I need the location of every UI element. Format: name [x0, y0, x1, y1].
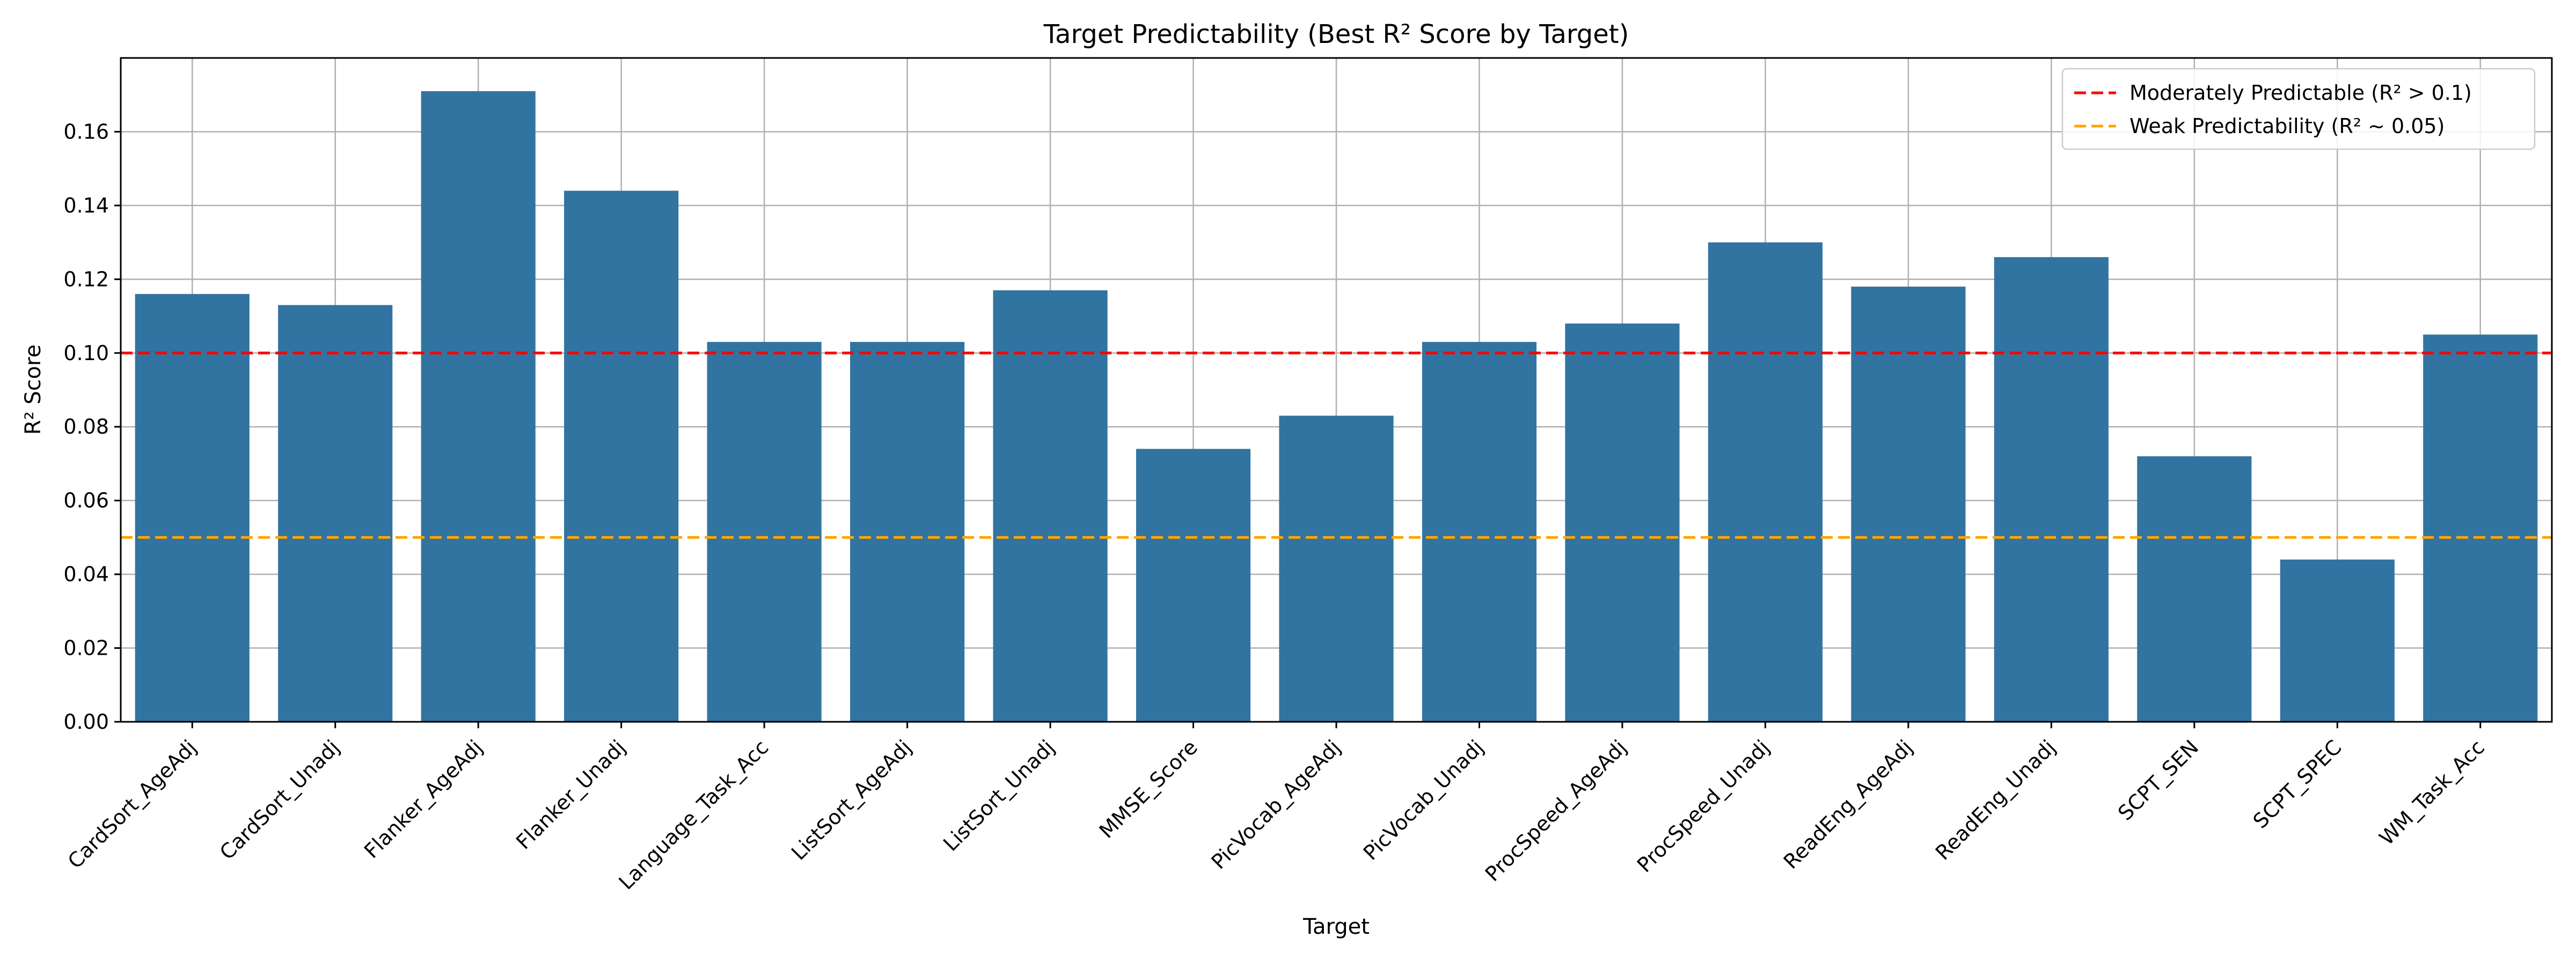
- x-tick-label: ReadEng_AgeAdj: [1779, 735, 1918, 874]
- bar-WM_Task_Acc: [2423, 334, 2538, 722]
- bar-ListSort_Unadj: [993, 290, 1108, 722]
- x-axis-ticks: CardSort_AgeAdj CardSort_Unadj Flanker_Age…: [63, 722, 2489, 894]
- bar-PicVocab_Unadj: [1422, 342, 1537, 722]
- bar-Flanker_Unadj: [564, 191, 679, 722]
- bar-Language_Task_Acc: [707, 342, 822, 722]
- bar-SCPT_SEN: [2137, 456, 2252, 722]
- y-tick-label: 0.12: [63, 267, 109, 291]
- reference-lines: [121, 352, 2552, 539]
- x-axis-label: Target: [1302, 914, 1370, 939]
- chart-title: Target Predictability (Best R² Score by …: [1043, 19, 1629, 49]
- y-tick-label: 0.00: [63, 710, 109, 734]
- y-axis-ticks: 0.00 0.02 0.04 0.06 0.08 0.10 0.12 0.14 0.16: [63, 120, 121, 734]
- x-tick-label: SCPT_SEN: [2113, 735, 2203, 825]
- y-tick-label: 0.04: [63, 562, 109, 586]
- bar-ReadEng_AgeAdj: [1851, 287, 1966, 722]
- legend-label: Moderately Predictable (R² > 0.1): [2129, 81, 2472, 105]
- bars: [135, 91, 2538, 722]
- x-tick-label: ListSort_AgeAdj: [787, 735, 916, 865]
- x-tick-label: MMSE_Score: [1095, 735, 1202, 843]
- x-tick-label: Flanker_AgeAdj: [360, 735, 487, 863]
- bar-PicVocab_AgeAdj: [1279, 415, 1394, 722]
- bar-ListSort_AgeAdj: [850, 342, 965, 722]
- y-tick-label: 0.14: [63, 194, 109, 217]
- bar-Flanker_AgeAdj: [421, 91, 536, 722]
- x-tick-label: Language_Task_Acc: [614, 735, 773, 894]
- bar-ProcSpeed_AgeAdj: [1565, 323, 1680, 722]
- y-axis-label: R² Score: [21, 345, 46, 435]
- y-tick-label: 0.16: [63, 120, 109, 143]
- y-tick-label: 0.02: [63, 636, 109, 660]
- legend-label: Weak Predictability (R² ~ 0.05): [2129, 114, 2445, 138]
- x-tick-label: WM_Task_Acc: [2375, 735, 2489, 850]
- bar-MMSE_Score: [1136, 449, 1251, 722]
- y-tick-label: 0.08: [63, 415, 109, 438]
- x-tick-label: ListSort_Unadj: [939, 735, 1059, 855]
- bar-ReadEng_Unadj: [1994, 257, 2109, 722]
- bar-SCPT_SPEC: [2280, 559, 2395, 722]
- x-tick-label: PicVocab_Unadj: [1359, 735, 1488, 865]
- legend: Moderately Predictable (R² > 0.1) Weak Pr…: [2061, 68, 2536, 150]
- y-tick-label: 0.10: [63, 341, 109, 365]
- x-tick-label: CardSort_AgeAdj: [63, 735, 201, 873]
- x-tick-label: SCPT_SPEC: [2249, 735, 2346, 833]
- legend-box: [2061, 68, 2536, 150]
- x-tick-label: ReadEng_Unadj: [1931, 735, 2060, 865]
- x-tick-label: ProcSpeed_AgeAdj: [1481, 735, 1631, 886]
- x-tick-label: Flanker_Unadj: [511, 735, 630, 854]
- y-tick-label: 0.06: [63, 489, 109, 513]
- bar-CardSort_AgeAdj: [135, 294, 250, 722]
- bar-CardSort_Unadj: [278, 305, 393, 722]
- x-tick-label: PicVocab_AgeAdj: [1207, 735, 1345, 874]
- x-tick-label: ProcSpeed_Unadj: [1633, 735, 1774, 877]
- bar-ProcSpeed_Unadj: [1708, 242, 1823, 722]
- x-tick-label: CardSort_Unadj: [215, 735, 344, 864]
